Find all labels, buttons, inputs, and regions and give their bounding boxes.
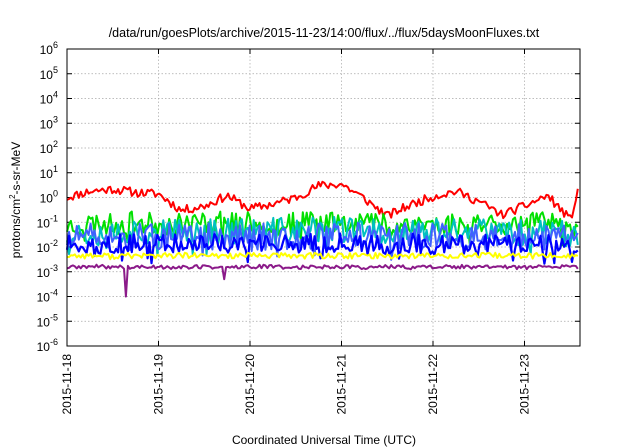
x-tick-label: 2015-11-23 bbox=[518, 354, 532, 415]
y-tick-label: 101 bbox=[40, 164, 58, 181]
x-axis-label: Coordinated Universal Time (UTC) bbox=[232, 433, 416, 447]
y-tick-base: 10 bbox=[37, 216, 51, 230]
y-tick-label: 10-1 bbox=[37, 213, 58, 230]
y-tick-label: 10-3 bbox=[37, 263, 58, 280]
x-tick-label: 2015-11-22 bbox=[426, 354, 440, 415]
y-tick-exponent: -3 bbox=[50, 263, 58, 273]
series-line bbox=[66, 263, 579, 298]
y-tick-label: 103 bbox=[40, 114, 58, 131]
y-tick-label: 10-5 bbox=[37, 312, 58, 329]
y-tick-exponent: -1 bbox=[50, 213, 58, 223]
y-tick-label: 105 bbox=[40, 65, 58, 82]
y-tick-exponent: -5 bbox=[50, 312, 58, 322]
y-tick-label: 106 bbox=[40, 40, 58, 57]
y-axis-label: protons/cm2-s-sr-MeV bbox=[8, 142, 23, 258]
y-tick-exponent: -2 bbox=[50, 238, 58, 248]
y-tick-base: 10 bbox=[40, 93, 54, 107]
y-tick-exponent: 1 bbox=[53, 164, 58, 174]
y-tick-exponent: 6 bbox=[53, 40, 58, 50]
chart-title: /data/run/goesPlots/archive/2015-11-23/1… bbox=[109, 26, 540, 40]
x-tick-label: 2015-11-21 bbox=[335, 354, 349, 415]
x-tick-label: 2015-11-19 bbox=[152, 354, 166, 415]
x-tick-label: 2015-11-18 bbox=[60, 354, 74, 415]
y-tick-exponent: -4 bbox=[50, 288, 58, 298]
y-tick-base: 10 bbox=[37, 291, 51, 305]
y-tick-exponent: -6 bbox=[50, 337, 58, 347]
series-layer bbox=[65, 180, 579, 298]
y-axis-label-sup: 2 bbox=[8, 194, 17, 199]
y-tick-label: 10-2 bbox=[37, 238, 58, 255]
grid-lines bbox=[67, 48, 580, 347]
y-tick-exponent: 3 bbox=[53, 114, 58, 124]
y-tick-base: 10 bbox=[40, 43, 54, 57]
y-tick-exponent: 4 bbox=[53, 90, 58, 100]
y-tick-base: 10 bbox=[40, 167, 54, 181]
y-tick-base: 10 bbox=[40, 68, 54, 82]
y-tick-base: 10 bbox=[37, 266, 51, 280]
y-tick-exponent: 0 bbox=[53, 189, 58, 199]
x-tick-marks bbox=[66, 49, 525, 346]
y-tick-label: 100 bbox=[40, 189, 58, 206]
series-line bbox=[66, 180, 579, 220]
plot-frame bbox=[66, 48, 581, 347]
y-tick-label: 104 bbox=[40, 90, 58, 107]
y-tick-label: 10-6 bbox=[37, 337, 58, 354]
x-tick-label: 2015-11-20 bbox=[243, 354, 257, 415]
y-axis-label-post: -s-sr-MeV bbox=[9, 142, 23, 195]
y-tick-base: 10 bbox=[37, 241, 51, 255]
y-tick-base: 10 bbox=[40, 142, 54, 156]
y-tick-labels: 10-610-510-410-310-210-11001011021031041… bbox=[37, 40, 58, 354]
y-tick-base: 10 bbox=[37, 315, 51, 329]
y-tick-exponent: 5 bbox=[53, 65, 58, 75]
y-axis-label-pre: protons/cm bbox=[9, 199, 23, 258]
series-line bbox=[66, 221, 579, 261]
y-tick-base: 10 bbox=[40, 192, 54, 206]
series-line bbox=[67, 251, 579, 261]
y-tick-label: 102 bbox=[40, 139, 58, 156]
x-tick-labels: 2015-11-18 2015-11-19 2015-11-20 2015-11-21… bbox=[60, 354, 532, 415]
y-tick-exponent: 2 bbox=[53, 139, 58, 149]
y-tick-label: 10-4 bbox=[37, 288, 58, 305]
y-tick-base: 10 bbox=[37, 340, 51, 354]
y-tick-base: 10 bbox=[40, 117, 54, 131]
